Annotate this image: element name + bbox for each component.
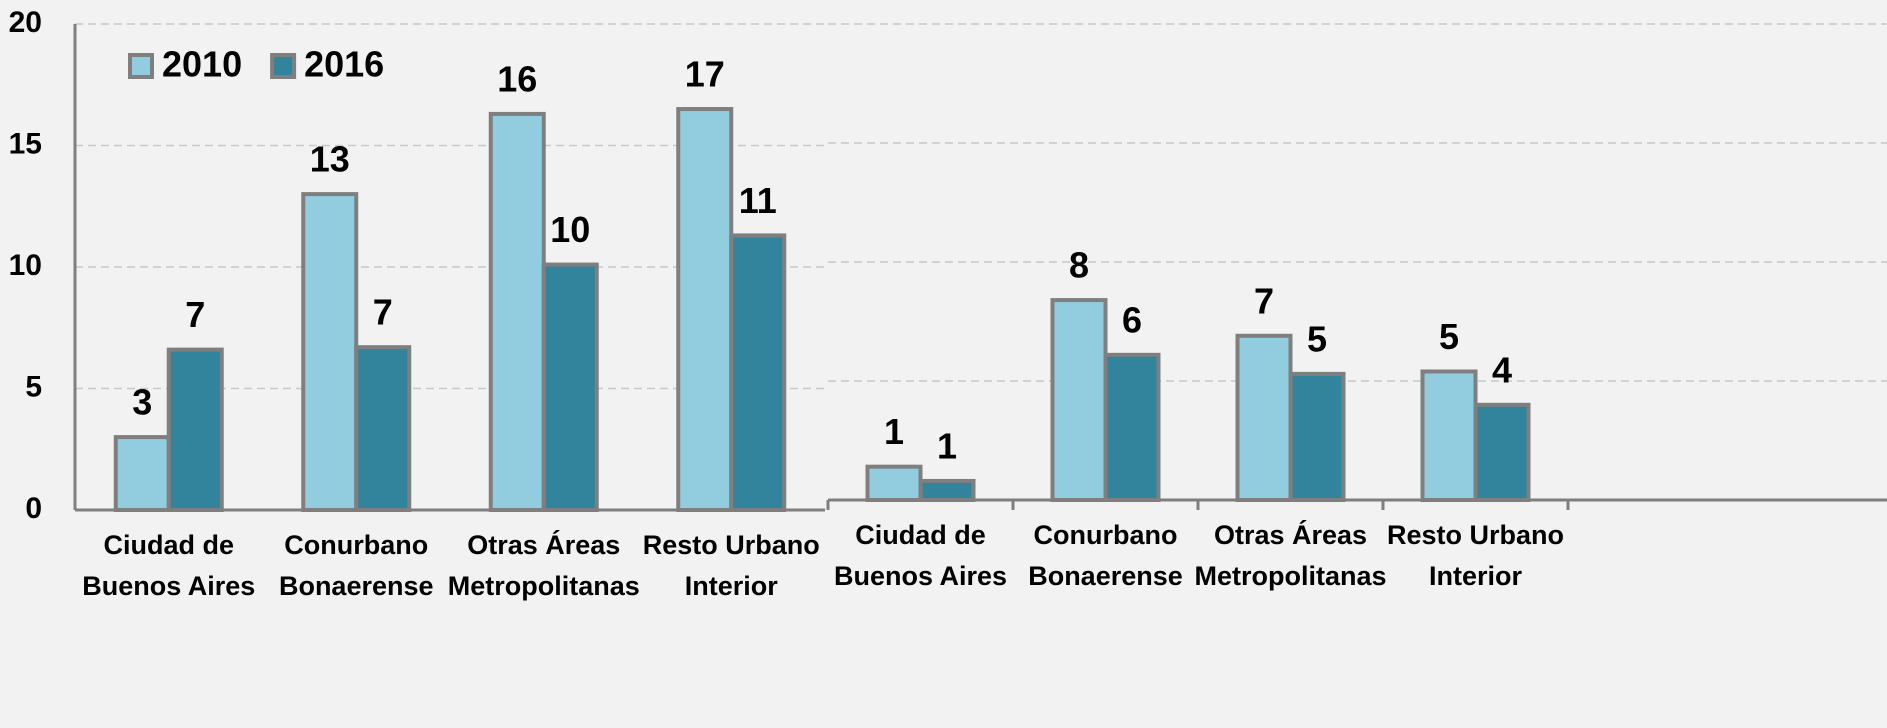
x-tick-label: Buenos Aires [834,561,1007,591]
bar [1420,369,1478,503]
bar [676,107,734,513]
bar [354,345,412,512]
bar [1288,371,1346,502]
data-label: 11 [739,180,777,221]
data-label: 8 [1069,245,1089,286]
data-label: 5 [1439,316,1459,357]
x-tick-label: Resto Urbano [643,530,820,560]
x-tick-label: Ciudad de [103,530,234,560]
bar [488,111,546,512]
data-label: 4 [1492,349,1512,390]
x-tick-label: Interior [685,571,779,601]
y-tick-label: 20 [9,6,42,39]
legend-swatch [128,53,154,79]
x-tick-label: Bonaerense [1028,561,1183,591]
x-tick-label: Bonaerense [279,571,434,601]
bar [166,347,224,512]
x-tick-label: Metropolitanas [448,571,640,601]
data-label: 17 [685,54,725,95]
x-tick-label: Buenos Aires [82,571,255,601]
bar [865,464,923,502]
data-label: 3 [132,382,152,423]
bar [1235,333,1293,502]
bar [1050,298,1108,502]
y-tick-label: 15 [9,127,42,160]
bar [541,262,599,512]
y-tick-label: 10 [9,249,42,282]
data-label: 1 [937,425,957,466]
y-tick-label: 0 [25,492,42,525]
data-label: 7 [1254,280,1274,321]
legend-swatch [270,53,297,79]
bar [1103,352,1161,502]
data-label: 10 [550,209,590,250]
bar [729,233,787,512]
bar [918,478,976,502]
data-label: 7 [185,294,205,335]
data-label: 16 [497,58,537,99]
x-tick-label: Metropolitanas [1194,561,1386,591]
y-tick-label: 5 [25,370,42,403]
data-label: 5 [1307,318,1327,359]
x-tick-label: Conurbano [284,530,428,560]
data-label: 7 [373,292,393,333]
x-tick-label: Otras Áreas [1214,519,1367,550]
data-label: 1 [884,411,904,452]
x-tick-label: Conurbano [1034,520,1178,550]
bar [1473,402,1531,502]
bar [301,192,359,512]
legend-label: 2010 [162,44,242,85]
data-label: 6 [1122,299,1142,340]
data-label: 13 [310,139,350,180]
x-tick-label: Interior [1429,561,1523,591]
x-tick-label: Ciudad de [855,520,986,550]
x-tick-label: Resto Urbano [1387,520,1564,550]
x-tick-label: Otras Áreas [467,529,620,560]
bar [113,435,171,513]
legend-label: 2016 [304,44,384,85]
